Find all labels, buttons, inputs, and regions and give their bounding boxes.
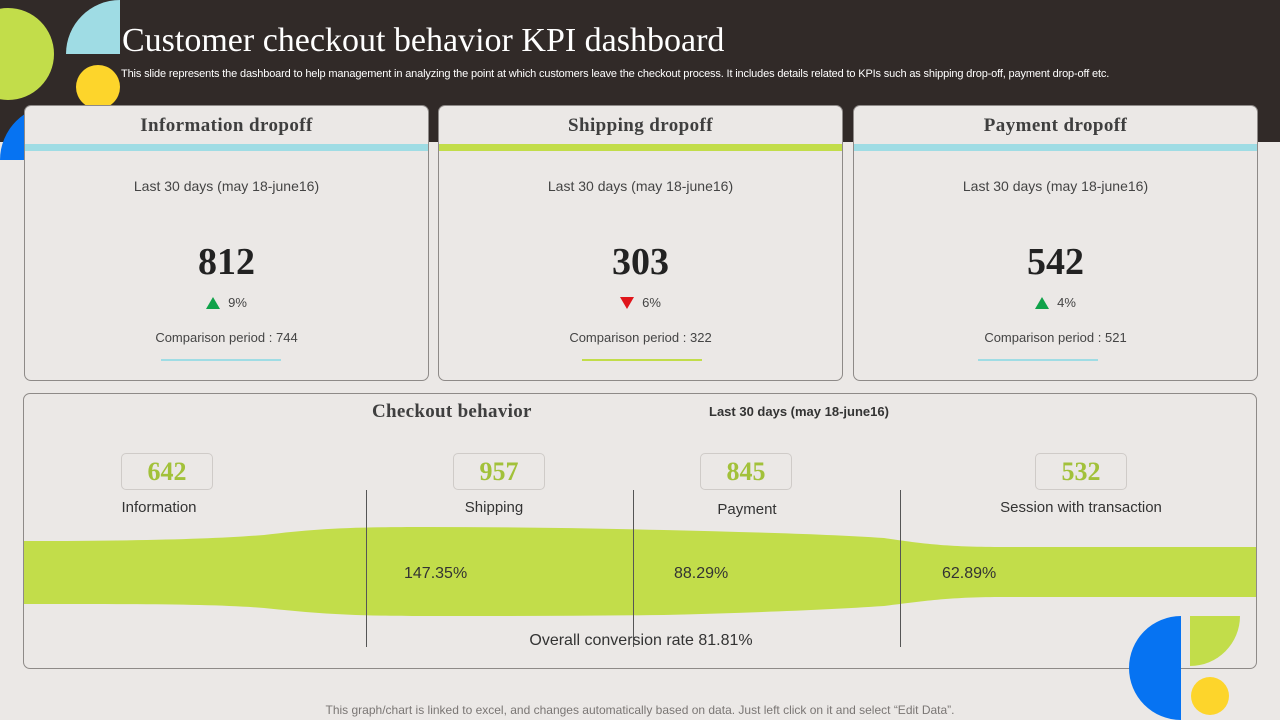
stage-divider bbox=[366, 490, 367, 647]
kpi-period: Last 30 days (may 18-june16) bbox=[547, 178, 734, 194]
kpi-title: Shipping dropoff bbox=[568, 115, 713, 136]
kpi-value: 303 bbox=[612, 241, 669, 283]
funnel-shape bbox=[24, 527, 1256, 616]
stage-label-shipping: Shipping bbox=[464, 499, 524, 516]
checkout-behavior-panel: Checkout behavior Last 30 days (may 18-j… bbox=[23, 393, 1257, 669]
kpi-change-value: 4% bbox=[1057, 295, 1076, 310]
conversion-rate-shipping: 147.35% bbox=[404, 565, 468, 582]
kpi-value: 812 bbox=[198, 241, 255, 283]
stage-label-information: Information bbox=[121, 499, 197, 516]
funnel-band bbox=[24, 527, 1256, 616]
kpi-comparison: Comparison period : 521 bbox=[984, 330, 1127, 345]
kpi-underline bbox=[161, 359, 281, 361]
kpi-underline bbox=[978, 359, 1098, 361]
checkout-title: Checkout behavior bbox=[372, 401, 532, 422]
lime-quarter-shape bbox=[1190, 616, 1240, 666]
stage-value-session: 532 bbox=[1035, 453, 1127, 490]
kpi-change: 6% bbox=[439, 295, 842, 310]
triangle-down-icon bbox=[620, 296, 635, 309]
kpi-card-shipping: Shipping dropoff Last 30 days (may 18-ju… bbox=[438, 105, 843, 381]
yellow-circle-shape bbox=[1191, 677, 1229, 715]
page-title: Customer checkout behavior KPI dashboard bbox=[122, 22, 725, 59]
stage-divider bbox=[633, 490, 634, 647]
kpi-period: Last 30 days (may 18-june16) bbox=[133, 178, 320, 194]
kpi-underline bbox=[582, 359, 702, 361]
stage-label-session: Session with transaction bbox=[1000, 499, 1162, 516]
stage-value-shipping: 957 bbox=[453, 453, 545, 490]
light-blue-quarter-shape bbox=[66, 0, 120, 54]
kpi-change-value: 6% bbox=[642, 295, 661, 310]
conversion-rate-session: 62.89% bbox=[942, 565, 997, 582]
kpi-comparison: Comparison period : 744 bbox=[155, 330, 298, 345]
kpi-accent-strip bbox=[25, 144, 428, 151]
stage-divider bbox=[900, 490, 901, 647]
kpi-accent-strip bbox=[854, 144, 1257, 151]
blue-half-circle-shape bbox=[1129, 616, 1181, 720]
yellow-circle-shape bbox=[76, 65, 120, 109]
kpi-title: Information dropoff bbox=[140, 115, 313, 136]
triangle-up-icon bbox=[206, 296, 221, 309]
kpi-card-information: Information dropoff Last 30 days (may 18… bbox=[24, 105, 429, 381]
kpi-accent-strip bbox=[439, 144, 842, 151]
kpi-change: 4% bbox=[854, 295, 1257, 310]
kpi-period: Last 30 days (may 18-june16) bbox=[962, 178, 1149, 194]
footer-note: This graph/chart is linked to excel, and… bbox=[325, 703, 955, 717]
overall-conversion-rate: Overall conversion rate 81.81% bbox=[529, 632, 753, 649]
kpi-change: 9% bbox=[25, 295, 428, 310]
kpi-value: 542 bbox=[1027, 241, 1084, 283]
stage-value-payment: 845 bbox=[700, 453, 792, 490]
kpi-card-payment: Payment dropoff Last 30 days (may 18-jun… bbox=[853, 105, 1258, 381]
stage-label-payment: Payment bbox=[717, 501, 777, 518]
page-subtitle: This slide represents the dashboard to h… bbox=[121, 68, 1110, 80]
triangle-up-icon bbox=[1035, 296, 1050, 309]
stage-value-information: 642 bbox=[121, 453, 213, 490]
kpi-title: Payment dropoff bbox=[983, 115, 1128, 136]
decor-bottom-right bbox=[1129, 616, 1240, 720]
lime-circle-shape bbox=[0, 8, 54, 100]
kpi-comparison: Comparison period : 322 bbox=[569, 330, 712, 345]
checkout-period: Last 30 days (may 18-june16) bbox=[709, 404, 889, 419]
conversion-rate-payment: 88.29% bbox=[674, 565, 729, 582]
kpi-change-value: 9% bbox=[228, 295, 247, 310]
